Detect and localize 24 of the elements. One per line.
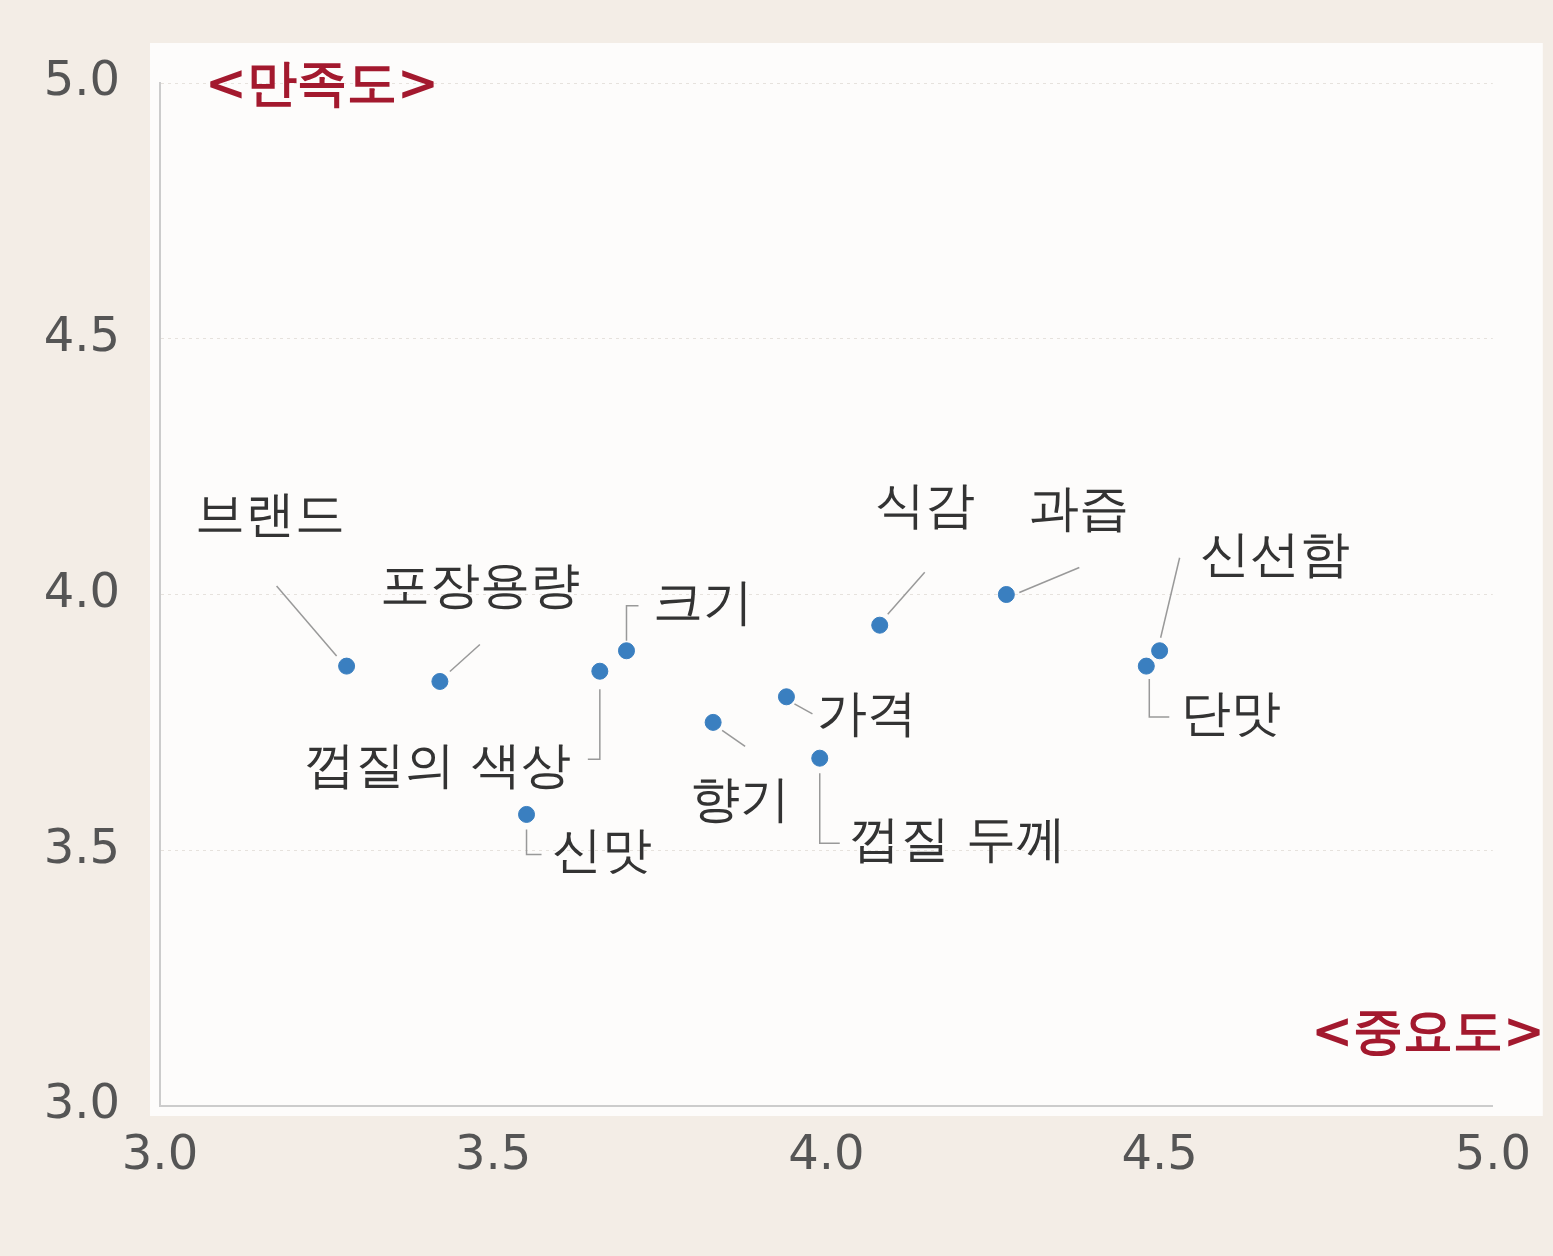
y-tick-label: 3.0 [43,1073,120,1130]
annotation: 가격 [817,683,918,742]
x-tick-label: 3.5 [455,1124,532,1181]
x-tick-label: 3.0 [121,1124,199,1181]
y-tick-label: 5.0 [43,50,120,107]
x-tick-label: 4.5 [1121,1124,1198,1181]
annotation: 껍질 두께 [849,810,1066,869]
y-tick-label: 4.0 [43,561,120,618]
annotation: 식감 [874,476,975,535]
y-tick-label: 3.5 [43,817,120,874]
annotation: 껍질의 색상 [304,736,571,795]
annotation: 신맛 [551,821,652,880]
x-axis-title: <중요도> [1311,1001,1545,1062]
y-axis-title: <만족도> [205,53,439,114]
x-tick-label: 5.0 [1454,1124,1531,1181]
annotation: 포장용량 [379,556,580,615]
annotation: 과즙 [1029,479,1130,538]
x-tick-label: 4.0 [788,1124,865,1181]
annotation: 크기 [653,572,754,631]
annotation: 신선함 [1199,524,1350,583]
y-tick-label: 4.5 [43,306,120,363]
annotation: 향기 [690,770,791,829]
annotation: 브랜드 [194,485,345,544]
annotation: 단맛 [1181,684,1282,743]
